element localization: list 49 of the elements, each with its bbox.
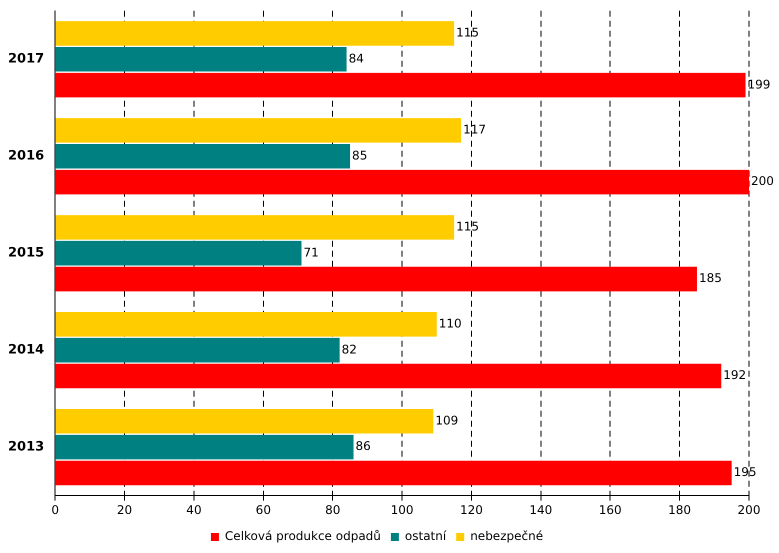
bar (56, 460, 732, 486)
legend-label: nebezpečné (470, 529, 544, 544)
legend-label: ostatní (404, 529, 447, 544)
x-tick-label: 20 (116, 502, 132, 517)
x-tick-label: 80 (325, 502, 340, 517)
bar (56, 312, 437, 337)
x-tick-label: 180 (668, 502, 692, 517)
bar (56, 240, 302, 266)
y-tick-label: 2014 (8, 342, 44, 358)
x-tick-label: 160 (598, 502, 622, 517)
bar (56, 170, 749, 194)
data-label: 117 (463, 122, 486, 137)
x-tick-label: 40 (186, 502, 202, 517)
data-label: 192 (723, 368, 746, 382)
bar (56, 72, 746, 98)
x-tick-label: 120 (460, 502, 483, 517)
data-label: 199 (748, 77, 770, 92)
data-label: 109 (435, 413, 458, 428)
data-label: 200 (751, 174, 774, 188)
y-tick-label: 2017 (8, 52, 44, 67)
x-tick-label: 200 (738, 502, 760, 517)
bar (56, 408, 434, 434)
data-label: 115 (456, 219, 480, 234)
y-tick-label: 2013 (8, 439, 44, 454)
data-label: 115 (456, 26, 480, 40)
y-tick-label: 2016 (8, 148, 44, 164)
bar (56, 434, 354, 460)
bar (56, 118, 462, 143)
data-label: 71 (303, 245, 319, 260)
bar (56, 338, 340, 362)
bar (56, 47, 347, 72)
x-tick-label: 100 (390, 502, 414, 517)
y-tick-label: 2015 (8, 246, 44, 261)
bar (56, 21, 454, 46)
data-label: 195 (734, 465, 757, 480)
data-label: 85 (352, 148, 368, 162)
x-tick-label: 140 (529, 502, 552, 517)
data-label: 86 (356, 439, 371, 454)
legend-label: Celková produkce odpadů (224, 529, 381, 544)
data-label: 84 (348, 51, 364, 66)
data-label: 185 (698, 271, 722, 286)
x-tick-label: 0 (51, 502, 59, 517)
bar (56, 364, 722, 388)
bar (56, 215, 454, 240)
data-label: 110 (438, 316, 462, 330)
bar (56, 144, 350, 169)
bar (56, 266, 697, 292)
data-label: 82 (342, 342, 357, 356)
x-tick-label: 60 (256, 502, 271, 517)
